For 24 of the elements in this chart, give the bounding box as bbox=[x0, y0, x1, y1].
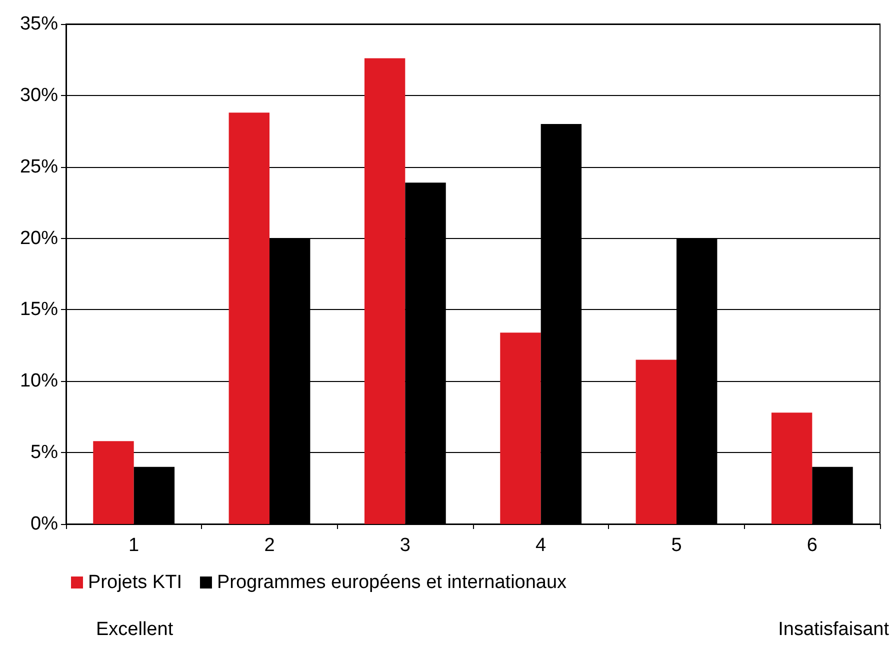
x-tick-label: 3 bbox=[400, 535, 410, 556]
x-tick-label: 1 bbox=[128, 535, 140, 556]
bar bbox=[93, 441, 134, 524]
legend-label: Projets KTI bbox=[88, 572, 182, 593]
bar bbox=[228, 112, 270, 524]
y-tick-label: 35% bbox=[20, 14, 58, 34]
y-tick-label: 25% bbox=[20, 156, 58, 178]
y-tick-label: 10% bbox=[20, 370, 58, 392]
x-tick-label: 4 bbox=[536, 535, 547, 556]
text: Insatisfaisant bbox=[778, 619, 890, 640]
bar bbox=[364, 58, 406, 524]
y-tick-label: 15% bbox=[20, 299, 58, 320]
bar bbox=[636, 360, 676, 524]
bar bbox=[500, 332, 541, 524]
y-tick-label: 30% bbox=[20, 84, 58, 106]
bar bbox=[771, 412, 812, 524]
y-tick-label: 5% bbox=[30, 442, 58, 464]
x-tick-label: 5 bbox=[671, 535, 682, 556]
x-tick-label: 6 bbox=[806, 535, 818, 556]
x-tick-label: 2 bbox=[264, 535, 275, 556]
y-tick-label: 20% bbox=[20, 228, 58, 249]
legend-label: Programmes européens et internationaux bbox=[216, 572, 568, 593]
y-tick-label: 0% bbox=[30, 514, 58, 534]
text: Excellent bbox=[96, 619, 174, 640]
